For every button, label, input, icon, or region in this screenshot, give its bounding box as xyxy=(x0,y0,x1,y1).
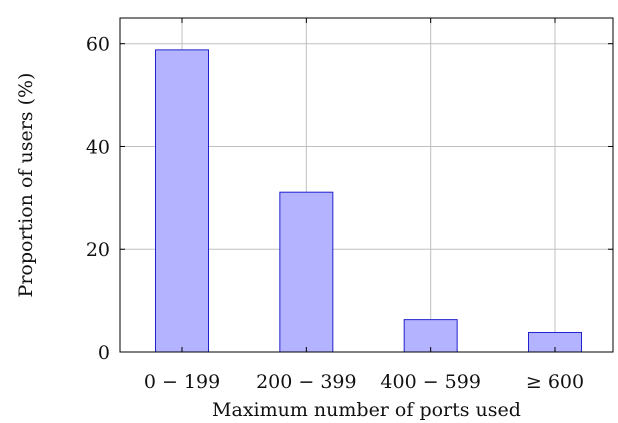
x-tick-label: 400 − 599 xyxy=(380,371,481,393)
plot-frame xyxy=(119,17,614,353)
x-axis-label: Maximum number of ports used xyxy=(212,399,521,421)
y-tick-label: 0 xyxy=(98,342,110,364)
y-axis-label: Proportion of users (%) xyxy=(15,73,37,298)
x-tick-label: ≥ 600 xyxy=(526,371,584,393)
y-tick-label: 40 xyxy=(86,136,110,158)
tick-labels: 0 − 199 200 − 399 400 − 599 ≥ 600 0 20 40 60 xyxy=(86,18,613,393)
bar xyxy=(403,319,458,353)
bar xyxy=(279,191,334,353)
y-tick-label: 20 xyxy=(86,239,110,261)
bar xyxy=(155,49,209,353)
x-tick-label: 0 − 199 xyxy=(144,371,220,393)
y-tick-label: 60 xyxy=(86,34,110,56)
bars xyxy=(155,49,582,353)
x-tick-label: 200 − 399 xyxy=(256,371,357,393)
